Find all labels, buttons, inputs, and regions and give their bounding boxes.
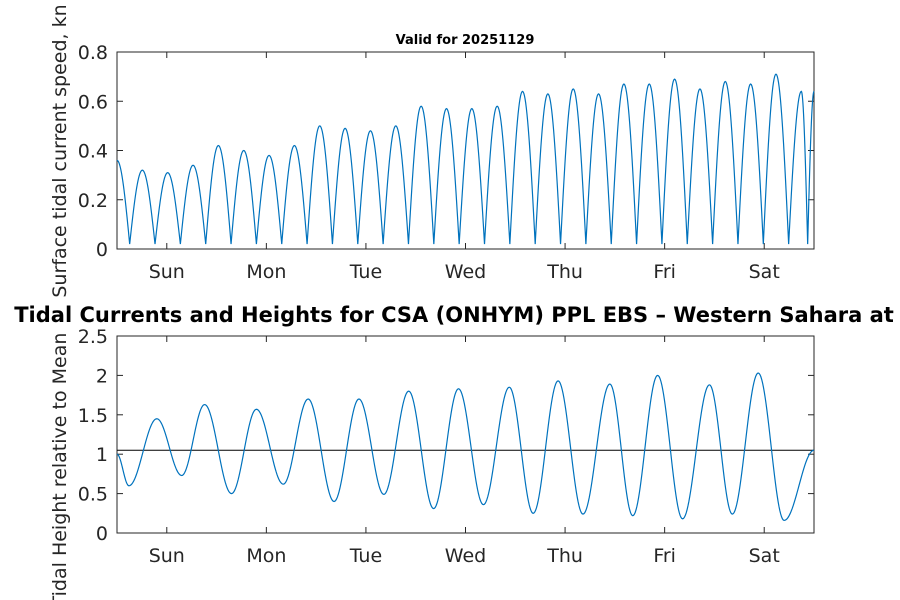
bottom-y-tick-label: 0.5 bbox=[78, 484, 108, 506]
top-x-ticks: Sun Mon Tue Wed Thu Fri Sat bbox=[149, 52, 780, 283]
top-y-tick-label: 0.6 bbox=[78, 91, 108, 113]
top-x-tick-label: Sat bbox=[749, 261, 780, 283]
bottom-x-tick-label: Sun bbox=[149, 545, 185, 567]
top-y-tick-label: 0 bbox=[96, 239, 108, 261]
bottom-x-tick-label: Sat bbox=[749, 545, 780, 567]
bottom-y-tick-label: 1 bbox=[96, 444, 108, 466]
tidal-height-panel: 0 0.5 1 1.5 2 2.5 Sun Mon Tue Wed Thu Fri Sat Tidal… bbox=[49, 326, 815, 600]
top-y-tick-label: 0.8 bbox=[78, 42, 108, 64]
current-speed-line bbox=[116, 73, 815, 245]
top-x-tick-label: Fri bbox=[653, 261, 676, 283]
main-chart-title: Tidal Currents and Heights for CSA (ONHY… bbox=[14, 303, 900, 327]
top-chart-title: Valid for 20251129 bbox=[396, 33, 535, 48]
bottom-y-tick-label: 1.5 bbox=[78, 405, 108, 427]
bottom-y-tick-label: 2 bbox=[96, 365, 108, 387]
top-y-tick-label: 0.2 bbox=[78, 190, 108, 212]
current-speed-panel: Valid for 20251129 0 0.2 0.4 0.6 0.8 Sun Mon T… bbox=[49, 4, 815, 298]
top-x-tick-label: Sun bbox=[149, 261, 185, 283]
bottom-y-tick-label: 2.5 bbox=[78, 326, 108, 348]
top-y-ticks: 0 0.2 0.4 0.6 0.8 bbox=[78, 42, 814, 261]
bottom-x-ticks: Sun Mon Tue Wed Thu Fri Sat bbox=[149, 336, 780, 567]
top-y-axis-label: Surface tidal current speed, kn bbox=[49, 4, 71, 297]
tidal-height-line bbox=[116, 372, 815, 522]
bottom-x-tick-label: Fri bbox=[653, 545, 676, 567]
top-x-tick-label: Mon bbox=[246, 261, 286, 283]
bottom-x-tick-label: Wed bbox=[445, 545, 486, 567]
top-x-tick-label: Wed bbox=[445, 261, 486, 283]
bottom-x-tick-label: Thu bbox=[546, 545, 583, 567]
top-y-tick-label: 0.4 bbox=[78, 141, 108, 163]
top-x-tick-label: Tue bbox=[349, 261, 382, 283]
bottom-y-ticks: 0 0.5 1 1.5 2 2.5 bbox=[78, 326, 814, 545]
bottom-x-tick-label: Mon bbox=[246, 545, 286, 567]
bottom-x-tick-label: Tue bbox=[349, 545, 382, 567]
bottom-y-axis-label: Tidal Height relative to Mean bbox=[49, 333, 71, 600]
bottom-axes-box bbox=[116, 335, 815, 534]
top-x-tick-label: Thu bbox=[546, 261, 583, 283]
bottom-y-tick-label: 0 bbox=[96, 523, 108, 545]
